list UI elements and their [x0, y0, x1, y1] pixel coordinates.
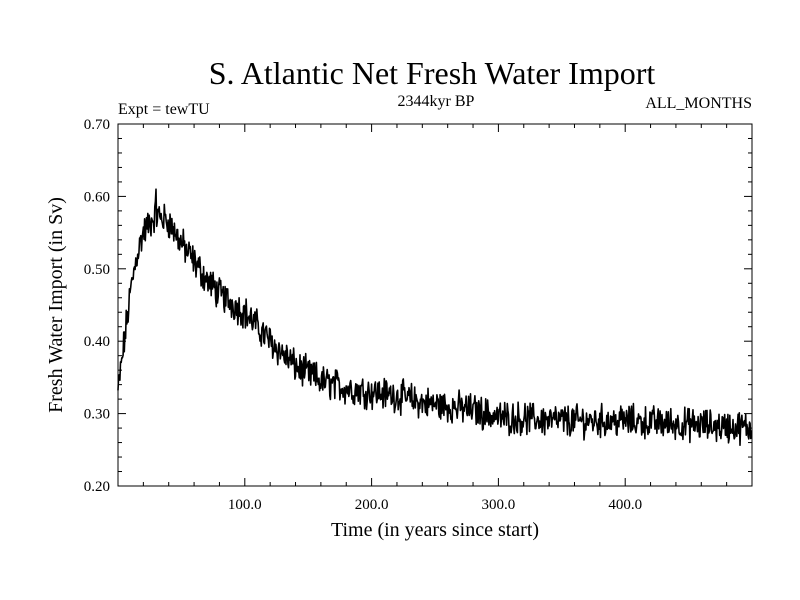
chart-subtitle-center: 2344kyr BP: [398, 93, 475, 110]
x-axis-label: Time (in years since start): [331, 519, 539, 541]
y-axis-ticks: 0.20 0.30 0.40 0.50 0.60 0.70: [84, 117, 752, 495]
y-tick-label: 0.60: [84, 189, 110, 205]
plot-frame: [117, 123, 753, 487]
x-tick-label: 200.0: [355, 497, 389, 513]
series-line: [117, 188, 753, 446]
chart-title: S. Atlantic Net Fresh Water Import: [209, 55, 656, 91]
chart-subtitle-left: Expt = tewTU: [118, 101, 210, 118]
y-tick-label: 0.40: [84, 334, 110, 350]
chart-subtitle-right: ALL_MONTHS: [645, 95, 752, 112]
y-tick-label: 0.20: [84, 479, 110, 495]
y-axis-label: Fresh Water Import (in Sv): [45, 197, 67, 413]
y-tick-label: 0.30: [84, 407, 110, 423]
x-axis-ticks: 100.0 200.0 300.0 400.0: [142, 124, 728, 513]
x-tick-label: 400.0: [608, 497, 642, 513]
y-tick-label: 0.70: [84, 117, 110, 133]
x-tick-label: 100.0: [228, 497, 262, 513]
y-tick-label: 0.50: [84, 262, 110, 278]
plot-area: 100.0 200.0 300.0 400.0 0.20 0.30 0.40 0.50 0.6…: [84, 117, 753, 513]
x-tick-label: 300.0: [482, 497, 516, 513]
